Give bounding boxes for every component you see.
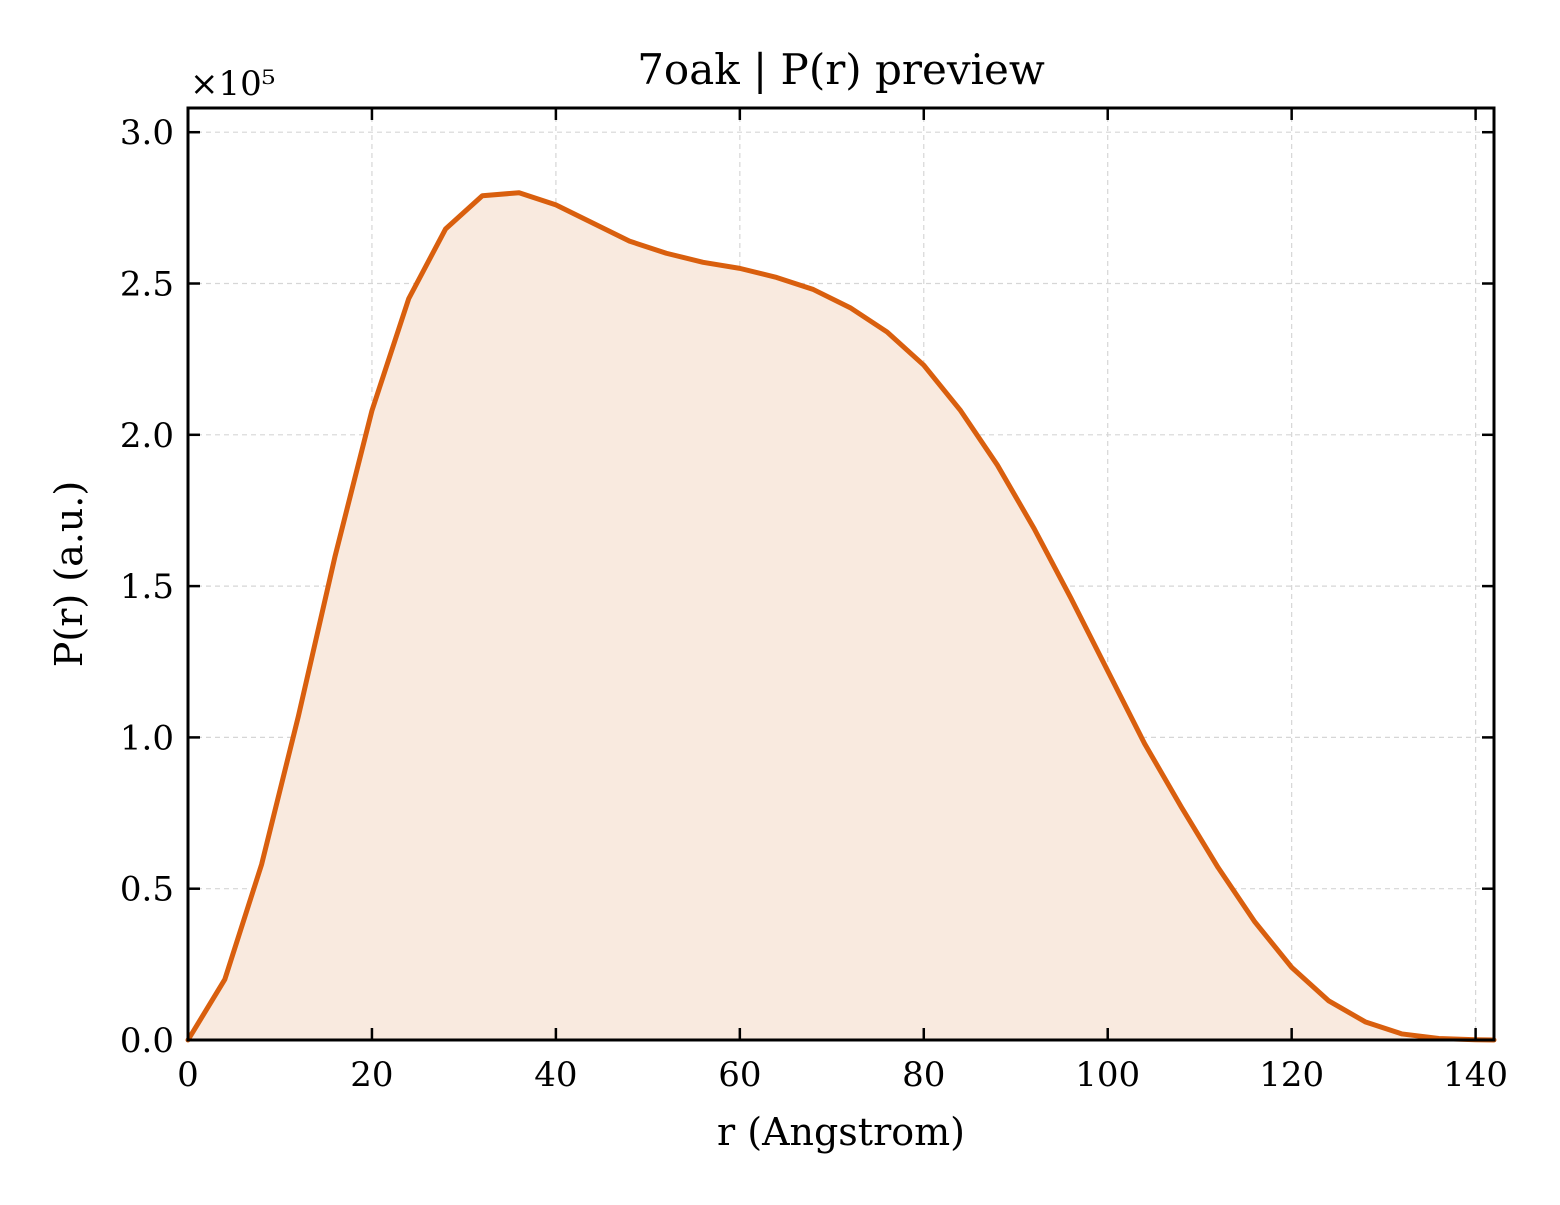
y-tick-label: 1.5	[120, 567, 174, 607]
y-offset-label: ×10⁵	[190, 64, 275, 104]
x-tick-label: 20	[350, 1055, 393, 1095]
y-axis-title: P(r) (a.u.)	[47, 481, 91, 667]
plot-frame	[186, 106, 1496, 1042]
x-tick-label: 100	[1075, 1055, 1140, 1095]
x-tick-label: 60	[718, 1055, 761, 1095]
x-tick-label: 40	[534, 1055, 577, 1095]
series-line	[185, 190, 1497, 1043]
x-axis-title: r (Angstrom)	[717, 1110, 965, 1154]
x-tick-label: 80	[902, 1055, 945, 1095]
tick-layer: 0 20 40 60 80 100 120 140 0.0 0.5 1.0 1.5 2.0 2.5 3.0	[120, 108, 1508, 1095]
y-tick-label: 1.0	[120, 718, 174, 758]
x-tick-label: 0	[177, 1055, 199, 1095]
y-tick-label: 2.5	[120, 265, 174, 305]
chart-title: 7oak | P(r) preview	[637, 45, 1045, 94]
y-tick-label: 3.0	[120, 113, 174, 153]
series-area-fill	[188, 192, 1494, 1040]
y-tick-label: 2.0	[120, 416, 174, 456]
data-layer	[185, 190, 1497, 1043]
y-tick-label: 0.0	[120, 1021, 174, 1061]
x-tick-label: 140	[1443, 1055, 1508, 1095]
x-tick-label: 120	[1259, 1055, 1324, 1095]
y-tick-label: 0.5	[120, 870, 174, 910]
